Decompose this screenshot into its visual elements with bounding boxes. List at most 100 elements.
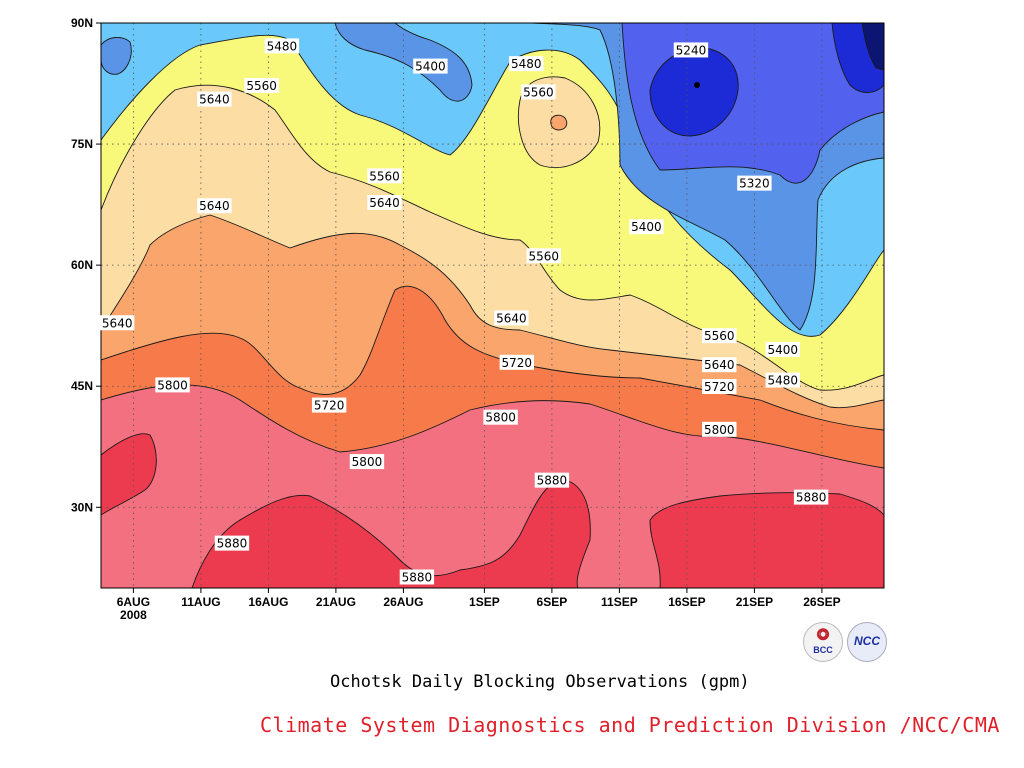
contour-label: 5400: [629, 219, 664, 235]
chart-title: Ochotsk Daily Blocking Observations (gpm…: [330, 672, 750, 692]
contour-label-text: 5880: [537, 474, 568, 488]
contour-label: 5320: [737, 175, 772, 191]
contour-label-bg: [100, 315, 135, 331]
contour-label: 5720: [702, 379, 737, 395]
contour-label-bg: [264, 38, 300, 54]
contour-label: 5560: [702, 328, 737, 344]
contour-label-text: 5640: [496, 311, 527, 325]
grid: [101, 23, 884, 588]
contour-label-text: 5400: [767, 343, 798, 357]
contour-label-bg: [494, 310, 529, 326]
contour-label: 5480: [765, 372, 800, 388]
contour-label-bg: [197, 91, 232, 107]
contour-label-bg: [244, 77, 279, 93]
contour-label-text: 5800: [485, 411, 516, 425]
ncc-logo-text: NCC: [854, 634, 880, 648]
contour-label-text: 5640: [199, 199, 230, 213]
contour-label: 5720: [311, 397, 347, 413]
contour-label: 5560: [244, 77, 279, 93]
x-tick-label: 16SEP: [668, 595, 705, 609]
contour-label-text: 5400: [631, 220, 662, 234]
x-tick-label: 11SEP: [601, 595, 638, 609]
contour-label: 5880: [214, 535, 250, 551]
contour-label-bg: [765, 372, 800, 388]
x-tick-label: 6SEP: [537, 595, 568, 609]
contour-label: 5800: [702, 421, 737, 437]
contour-label-text: 5880: [796, 491, 827, 505]
contour-label-bg: [349, 454, 385, 470]
cell-5960-right: [649, 492, 884, 588]
x-tick-label: 21AUG: [316, 595, 356, 609]
contour-label-text: 5560: [704, 329, 735, 343]
contour-label: 5880: [534, 472, 570, 488]
contour-label-text: 5800: [704, 423, 735, 437]
contour-label-bg: [702, 357, 737, 373]
contour-label-text: 5640: [704, 358, 735, 372]
contour-label-bg: [311, 397, 347, 413]
contour-label-text: 5480: [511, 57, 542, 71]
contour-label: 5640: [367, 194, 402, 210]
contour-label-bg: [509, 56, 544, 72]
contour-label-text: 5240: [676, 43, 707, 57]
contour-label-text: 5480: [267, 39, 298, 53]
contour-label-text: 5640: [102, 316, 133, 330]
contour-label: 5800: [349, 454, 385, 470]
contour-label-text: 5800: [157, 378, 188, 392]
bcc-logo-text: BCC: [813, 645, 833, 655]
x-tick-label: 6AUG: [117, 595, 150, 609]
credit-line: Climate System Diagnostics and Predictio…: [260, 713, 1000, 737]
contour-labels: 5480 5400 5480 5240 5560 5560 5640 5560 5320 5640…: [100, 38, 829, 585]
x-tick-label: 16AUG: [248, 595, 288, 609]
x-tick-label: 1SEP: [469, 595, 500, 609]
y-tick-label: 75N: [71, 137, 93, 151]
contour-label-bg: [534, 472, 570, 488]
contour-label-text: 5640: [199, 93, 230, 107]
contour-field: [101, 23, 884, 588]
contour-label: 5560: [526, 248, 561, 264]
contour-label-text: 5400: [415, 60, 446, 74]
ncc-logo: NCC: [847, 622, 887, 662]
contour-label-bg: [702, 379, 737, 395]
contour-label-text: 5480: [767, 374, 798, 388]
contour-label: 5480: [264, 38, 300, 54]
contour-label-bg: [197, 198, 232, 214]
contour-label-text: 5720: [502, 356, 533, 370]
low-center-marker: [694, 82, 700, 88]
contour-label: 5640: [702, 357, 737, 373]
contour-label: 5640: [100, 315, 135, 331]
contour-label-bg: [793, 489, 829, 505]
contour-label: 5560: [367, 168, 402, 184]
contour-label: 5640: [197, 198, 232, 214]
contour-label-bg: [367, 194, 402, 210]
contour-label: 5800: [155, 377, 190, 393]
y-tick-label: 60N: [71, 258, 93, 272]
contour-label: 5880: [793, 489, 829, 505]
contour-label: 5800: [483, 409, 518, 425]
y-tick-label: 45N: [71, 379, 93, 393]
band-5160: [861, 23, 884, 71]
patch-5400-left: [101, 37, 132, 75]
x-tick-label: 21SEP: [736, 595, 773, 609]
contour-label-text: 5880: [217, 537, 248, 551]
x-tick-label: 11AUG: [181, 595, 220, 609]
contour-label-text: 5320: [739, 177, 770, 191]
x-tick-year-label: 2008: [120, 608, 147, 622]
contour-label-text: 5560: [529, 249, 560, 263]
contour-label-bg: [483, 409, 518, 425]
contour-label-text: 5720: [704, 380, 735, 394]
contour-label: 5400: [413, 58, 448, 74]
contour-label: 5240: [673, 42, 709, 58]
contour-label-text: 5560: [369, 169, 400, 183]
contour-label-bg: [673, 42, 709, 58]
island-5720-sep: [550, 114, 568, 131]
contour-label-bg: [367, 168, 402, 184]
contour-label: 5640: [197, 91, 232, 107]
contour-label-text: 5560: [246, 79, 277, 93]
contour-label: 5560: [521, 84, 556, 100]
contour-label-bg: [737, 175, 772, 191]
x-tick-label: 26AUG: [383, 595, 423, 609]
contour-label-bg: [629, 219, 664, 235]
bcc-logo: ⭗ BCC: [803, 622, 843, 662]
